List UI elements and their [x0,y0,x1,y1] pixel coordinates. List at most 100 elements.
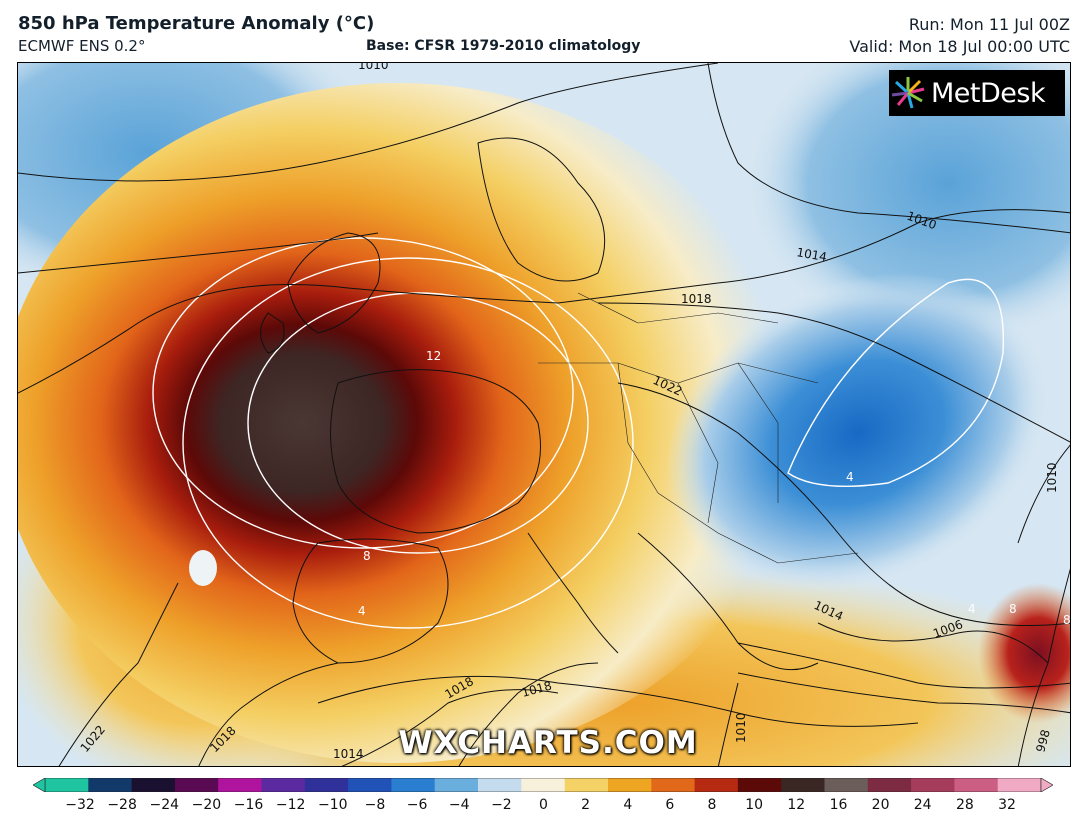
colorbar-swatch [45,778,89,792]
colorbar-tick-label: 10 [745,797,764,813]
anomaly-contour-4 [152,237,574,549]
colorbar-swatch [954,778,999,792]
russia-cold-anomaly [748,63,1070,343]
colorbar [33,778,1053,792]
colorbar-tick-label: 20 [871,797,890,813]
isobar-1022-east [617,382,1070,626]
isobar-1010-south [717,682,739,766]
azores-spot [189,550,217,586]
borders [538,292,859,564]
model-name: ECMWF ENS 0.2° [18,37,146,55]
border-danube [657,492,859,564]
colorbar-tick-label: 24 [913,797,932,813]
colorbar-tick-label: 2 [581,797,591,813]
isobar-label: 1010 [1045,462,1059,493]
colorbar-tick-label: −4 [448,797,470,813]
coastline-france [330,369,541,534]
valid-time: Valid: Mon 18 Jul 00:00 UTC [849,37,1070,56]
colorbar-tick-label: −2 [491,797,512,813]
isobar-1006 [737,672,1070,714]
colorbar-swatch [434,778,479,792]
isobar-label: 1018 [681,292,712,306]
coastline-balkans [637,532,819,671]
border-poland [677,382,719,524]
colorbar-tick-label: 28 [955,797,974,813]
colorbar-swatch [304,778,349,792]
colorbar-swatch [174,778,219,792]
colorbar-tick-label: −6 [406,797,428,813]
isobar-998 [1017,568,1070,766]
colorbar-swatch [694,778,739,792]
anomaly-contours [152,237,1005,629]
colorbar-swatch [824,778,869,792]
map-canvas: 1010 1010 1014 1018 1022 1010 1014 1006 … [18,63,1071,766]
isobar-label: 1010 [734,712,748,743]
colorbar-swatch [478,778,522,792]
cold-anomaly [665,272,1051,594]
colorbar-swatch [261,778,306,792]
colorbar-tick-label: 0 [539,797,548,813]
colorbar-swatch [391,778,436,792]
anomaly-contour-12 [247,292,589,554]
colorbar-swatch [131,778,176,792]
chart-title: 850 hPa Temperature Anomaly (°C) [18,13,375,34]
colorbar-swatch [651,778,696,792]
isobar-1018-south [198,662,339,766]
coastlines [260,137,1049,727]
colorbar-tick-label: −32 [65,797,95,813]
anomaly-map: 1010 1010 1014 1018 1022 1010 1014 1006 … [17,62,1071,767]
anomaly-label: 8 [1009,602,1017,616]
anomaly-contour-8 [182,257,634,629]
border-baltic [577,292,779,324]
coastline-italy [527,532,619,654]
colorbar-swatch [348,778,392,792]
isobar-label: 1014 [795,245,828,264]
colorbar-swatch [867,778,912,792]
colorbar-tick-label: −24 [149,797,180,813]
metdesk-logo-icon [891,77,925,109]
coastline-north-africa [317,675,919,727]
anomaly-label: 8 [1063,613,1071,627]
isobar-label: 1010 [358,63,389,72]
anomaly-label: 4 [846,470,854,484]
colorbar-swatch [218,778,262,792]
colorbar-tick-label: −20 [191,797,222,813]
colorbar-tick-label: −10 [318,797,348,813]
coastline-british-isles [287,232,381,334]
anomaly-label: 8 [363,549,371,563]
coastline-iberia [292,538,449,664]
anomaly-label: 4 [968,602,976,616]
isobar-label: 998 [1033,728,1052,754]
isobar-1010-ne [707,63,1070,234]
colorbar-tick-label: 16 [829,797,848,813]
isobar-1022-south [58,582,179,766]
isobar-atlantic-north [18,232,379,274]
isobar-1018-med [458,662,599,766]
anomaly-label: 4 [358,604,366,618]
colorbar-swatch [781,778,825,792]
colorbar-swatch [997,778,1042,792]
border-ukraine-west [737,362,779,503]
colorbar-tick-label: 12 [787,797,806,813]
isobars [18,63,1070,766]
anomaly-contour-cold [787,278,1005,488]
wxcharts-watermark: WXCHARTS.COM [398,725,698,761]
coastline-scandinavia [477,137,606,282]
colorbar-tick-label: 8 [707,797,717,813]
colorbar-swatch [564,778,609,792]
colorbar-swatch [911,778,955,792]
metdesk-logo-text: MetDesk [931,77,1046,109]
colorbar-tick-label: −12 [275,797,306,813]
colorbar-min-arrow [33,778,46,792]
isobar-1010-east [1017,444,1070,544]
colorbar-tick-label: −8 [364,797,386,813]
isobar-label: 1014 [333,747,364,761]
colorbar-tick-label: −28 [107,797,137,813]
coastline-black-sea [817,622,1049,664]
colorbar-max-arrow [1040,778,1053,792]
isobar-north [18,63,719,182]
colorbar-tick-label: 4 [623,797,633,813]
colorbar-swatch [521,778,566,792]
border-germany-east [617,362,659,494]
metdesk-logo: MetDesk [889,70,1065,116]
